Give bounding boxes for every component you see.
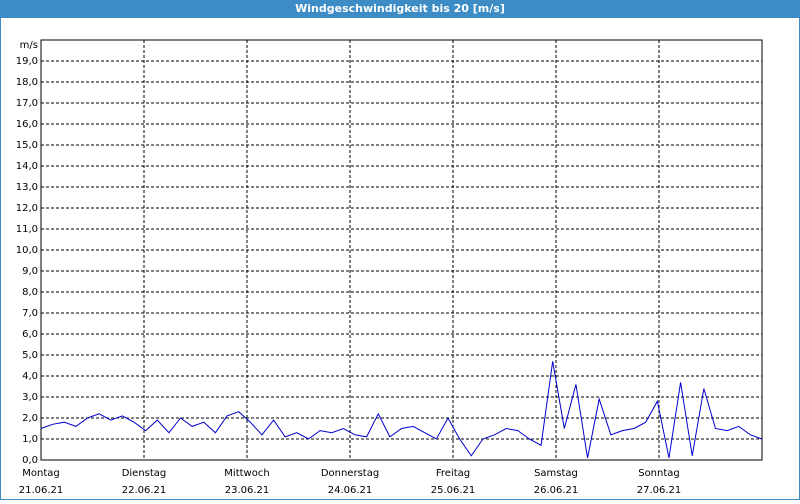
y-tick-label: 12,0 — [16, 203, 38, 214]
y-tick-label: 7,0 — [22, 308, 38, 319]
x-tick-day: Montag — [22, 468, 59, 479]
y-tick-label: 11,0 — [16, 224, 38, 235]
y-tick-label: 2,0 — [22, 413, 38, 424]
y-tick-label: 10,0 — [16, 245, 38, 256]
x-tick-date: 24.06.21 — [328, 485, 373, 496]
y-tick-label: 6,0 — [22, 329, 38, 340]
x-tick-date: 21.06.21 — [19, 485, 64, 496]
x-tick-day: Mittwoch — [224, 468, 269, 479]
y-tick-label: 15,0 — [16, 140, 38, 151]
y-tick-label: 5,0 — [22, 350, 38, 361]
title-bar — [0, 0, 800, 18]
y-tick-label: 17,0 — [16, 98, 38, 109]
y-tick-label: 3,0 — [22, 392, 38, 403]
y-tick-label: 8,0 — [22, 287, 38, 298]
x-tick-day: Donnerstag — [321, 468, 379, 479]
y-tick-label: 13,0 — [16, 182, 38, 193]
x-tick-date: 27.06.21 — [637, 485, 682, 496]
x-tick-date: 22.06.21 — [122, 485, 167, 496]
y-tick-label: 0,0 — [22, 455, 38, 466]
x-tick-date: 26.06.21 — [534, 485, 579, 496]
y-tick-label: 18,0 — [16, 77, 38, 88]
y-tick-label: 14,0 — [16, 161, 38, 172]
y-tick-label: 1,0 — [22, 434, 38, 445]
chart-title: Windgeschwindigkeit bis 20 [m/s] — [295, 2, 505, 15]
x-tick-day: Sonntag — [638, 468, 680, 479]
x-tick-day: Dienstag — [122, 468, 167, 479]
x-tick-day: Samstag — [534, 468, 578, 479]
y-tick-label: 4,0 — [22, 371, 38, 382]
x-tick-date: 23.06.21 — [225, 485, 270, 496]
y-tick-label: 19,0 — [16, 56, 38, 67]
wind-line — [40, 361, 763, 459]
y-tick-label: 9,0 — [22, 266, 38, 277]
x-tick-day: Freitag — [436, 468, 470, 479]
x-tick-date: 25.06.21 — [431, 485, 476, 496]
y-unit: m/s — [20, 40, 38, 51]
y-tick-label: 16,0 — [16, 119, 38, 130]
